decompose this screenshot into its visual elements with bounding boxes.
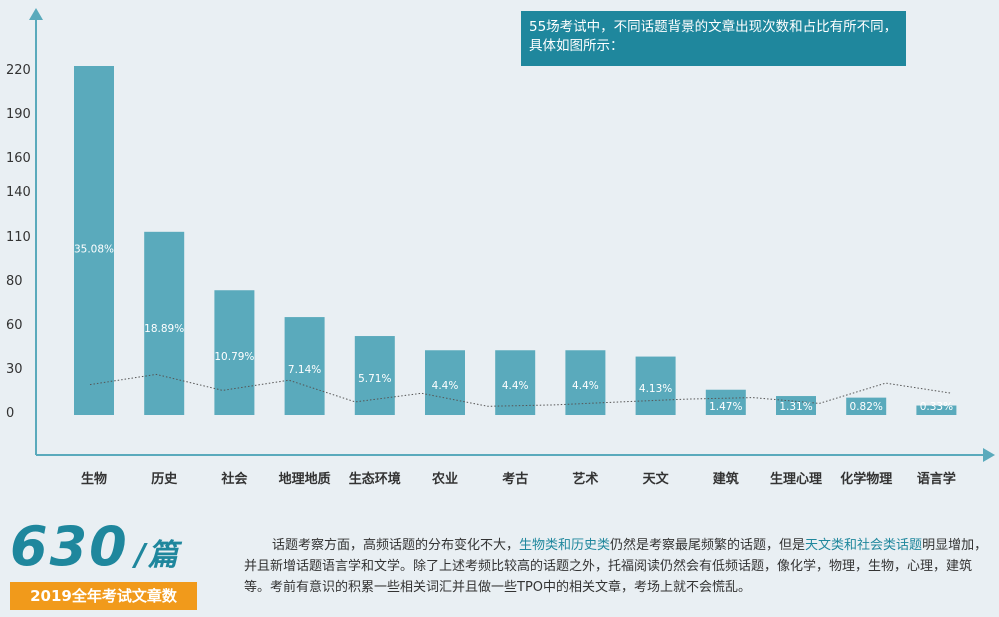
y-tick-labels: 0 30 60 80 110 140 160 190 220 — [6, 63, 31, 421]
data-label: 4.4% — [572, 380, 599, 392]
y-tick-label: 220 — [6, 63, 31, 78]
data-label: 18.89% — [144, 323, 184, 335]
description-paragraph: 话题考察方面，高频话题的分布变化不大，生物类和历史类仍然是考察最尾频繁的话题，但… — [244, 535, 996, 598]
y-tick-label: 190 — [6, 107, 31, 122]
bar — [425, 350, 465, 415]
category-label: 考古 — [502, 471, 528, 487]
data-label: 5.71% — [358, 373, 391, 385]
y-tick-label: 110 — [6, 230, 31, 245]
category-label: 地理地质 — [279, 471, 331, 487]
total-number: 630 — [10, 515, 129, 578]
desc-part-3: 明显增加，并且新增话题语言学和文学。除了上述考频比较高的话题之外，托福阅读仍然会… — [244, 538, 988, 595]
y-axis-arrow — [29, 8, 43, 20]
data-label: 4.13% — [639, 383, 672, 395]
category-label: 生理心理 — [770, 471, 822, 487]
category-label: 生态环境 — [349, 471, 401, 487]
data-label: 4.4% — [502, 380, 529, 392]
data-label: 7.14% — [288, 364, 321, 376]
data-label: 35.08% — [74, 243, 114, 255]
bar — [916, 405, 957, 415]
category-label: 艺术 — [572, 471, 598, 487]
chart-bars — [74, 66, 957, 415]
total-unit: /篇 — [134, 538, 180, 573]
y-tick-label: 30 — [6, 362, 23, 377]
bar — [214, 290, 255, 415]
total-articles-number: 630/篇 — [10, 518, 180, 576]
callout-line-2: 具体如图所示： — [529, 38, 624, 54]
data-label: 0.33% — [920, 401, 953, 413]
callout-box: 55场考试中，不同话题背景的文章出现次数和占比有所不同， 具体如图所示： — [521, 11, 906, 66]
x-axis-arrow — [983, 448, 995, 462]
category-label: 社会 — [220, 471, 248, 487]
category-label: 历史 — [151, 471, 178, 487]
category-labels: 生物 历史 社会 地理地质 生态环境 农业 考古 艺术 天文 建筑 生理心理 化学物理 语言学 — [81, 471, 956, 487]
callout-line-1: 55场考试中，不同话题背景的文章出现次数和占比有所不同， — [529, 19, 898, 35]
data-label: 1.47% — [709, 401, 742, 413]
category-label: 建筑 — [713, 471, 739, 487]
data-labels: 35.08% 18.89% 10.79% 7.14% 5.71% 4.4% 4.4% 4.4%… — [74, 243, 953, 413]
bar — [144, 231, 185, 415]
y-tick-label: 60 — [6, 318, 23, 333]
category-label: 语言学 — [917, 471, 956, 487]
bar — [74, 66, 114, 415]
y-tick-label: 80 — [6, 274, 23, 289]
bar — [705, 389, 746, 415]
bar — [635, 356, 676, 415]
bar — [495, 350, 536, 415]
data-label: 10.79% — [214, 351, 254, 363]
category-label: 化学物理 — [840, 471, 892, 487]
bar — [284, 317, 325, 415]
desc-highlight-2: 天文类和社会类话题 — [805, 538, 923, 553]
data-label: 4.4% — [432, 380, 459, 392]
category-label: 生物 — [81, 471, 107, 487]
desc-highlight-1: 生物类和历史类 — [519, 538, 611, 553]
chart-axes — [29, 8, 995, 462]
desc-part-1: 话题考察方面，高频话题的分布变化不大， — [272, 538, 520, 553]
y-tick-label: 160 — [6, 151, 31, 166]
data-label: 0.82% — [850, 401, 883, 413]
category-label: 农业 — [431, 471, 458, 487]
y-tick-label: 140 — [6, 185, 31, 200]
total-articles-label: 2019全年考试文章数 — [10, 582, 197, 610]
bar — [846, 397, 887, 415]
category-label: 天文 — [643, 471, 670, 487]
bar — [354, 336, 395, 415]
y-tick-label: 0 — [6, 406, 14, 421]
bar — [776, 396, 816, 415]
data-label: 1.31% — [779, 401, 812, 413]
desc-part-2: 仍然是考察最尾频繁的话题，但是 — [610, 538, 806, 553]
